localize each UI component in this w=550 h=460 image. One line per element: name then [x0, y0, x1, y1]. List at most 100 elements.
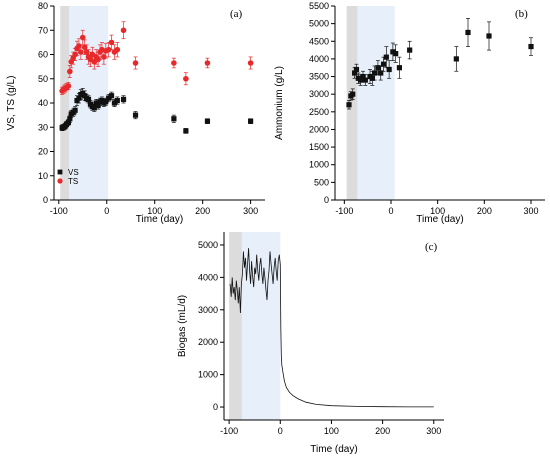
- data-point-ammonium: [360, 73, 366, 80]
- data-point-ts: [132, 60, 139, 66]
- x-tick-label: -100: [335, 206, 353, 216]
- y-tick-label: 5000: [198, 240, 218, 250]
- data-point-ammonium: [378, 70, 384, 76]
- legend-label: TS: [68, 177, 78, 186]
- data-point-vs: [120, 96, 127, 102]
- y-tick-label: 500: [314, 177, 329, 187]
- y-tick-label: 2500: [309, 107, 329, 117]
- data-point-vs: [248, 118, 254, 124]
- y-tick-label: 5000: [309, 19, 329, 29]
- data-point-ammonium: [362, 77, 368, 83]
- y-tick-label: 1000: [309, 160, 329, 170]
- data-point-ts: [114, 46, 121, 53]
- data-point-vs: [72, 107, 78, 113]
- data-point-ts: [83, 49, 90, 55]
- y-tick-label: 30: [38, 122, 48, 132]
- x-axis-label: Time (day): [416, 214, 463, 225]
- data-point-ts: [65, 83, 72, 89]
- data-point-ammonium: [393, 51, 399, 57]
- shaded-region: [346, 6, 358, 200]
- data-point-vs: [132, 112, 139, 118]
- y-axis-label: VS, TS (g/L): [6, 76, 17, 131]
- y-tick-label: 1000: [198, 370, 218, 380]
- x-tick-label: 100: [430, 206, 445, 216]
- data-point-ts: [105, 46, 112, 53]
- y-tick-label: 2000: [309, 124, 329, 134]
- data-point-ts: [78, 49, 84, 55]
- y-tick-label: 70: [38, 25, 48, 35]
- data-point-ammonium: [396, 65, 402, 71]
- data-point-vs: [204, 118, 211, 124]
- data-point-ts: [183, 75, 189, 82]
- panel-label: (a): [230, 8, 243, 20]
- data-point-ammonium: [375, 65, 381, 71]
- x-tick-label: -100: [220, 426, 238, 436]
- y-tick-label: 1500: [309, 142, 329, 152]
- data-point-ammonium: [353, 66, 360, 73]
- y-tick-label: 4000: [309, 54, 329, 64]
- y-tick-label: 20: [38, 147, 48, 157]
- data-point-ts: [120, 27, 127, 34]
- x-tick-label: 300: [523, 206, 538, 216]
- data-point-vs: [106, 95, 112, 101]
- shaded-region: [357, 6, 395, 200]
- data-point-ammonium: [453, 56, 459, 62]
- y-tick-label: 0: [213, 402, 218, 412]
- y-tick-label: 3500: [309, 72, 329, 82]
- data-point-vs: [114, 97, 120, 104]
- data-point-ammonium: [369, 75, 375, 81]
- x-tick-label: 100: [147, 206, 162, 216]
- panel-label: (c): [425, 241, 438, 253]
- data-point-vs: [91, 105, 97, 111]
- data-point-ts: [108, 39, 115, 46]
- panel-3: -100 0 100 200 300010002000300040005000Time …: [177, 232, 444, 455]
- data-point-ammonium: [372, 70, 378, 76]
- x-axis-label: Time (day): [136, 214, 183, 225]
- data-point-ts: [79, 34, 86, 41]
- y-tick-label: 5500: [309, 1, 329, 11]
- x-tick-label: 200: [195, 206, 210, 216]
- data-point-ts: [204, 60, 211, 66]
- y-tick-label: 4500: [309, 36, 329, 46]
- data-point-ammonium: [486, 33, 492, 39]
- legend-marker: [57, 178, 63, 184]
- data-point-ts: [81, 44, 88, 51]
- y-tick-label: 2000: [198, 337, 218, 347]
- y-tick-label: 80: [38, 1, 48, 11]
- panel-label: (b): [515, 8, 528, 20]
- y-tick-label: 40: [38, 98, 48, 108]
- data-point-ammonium: [465, 29, 471, 36]
- legend-label: VS: [68, 168, 79, 177]
- data-point-ammonium: [358, 77, 364, 83]
- legend-marker: [57, 169, 63, 175]
- x-tick-label: 100: [324, 426, 339, 436]
- x-axis-label: Time (day): [310, 444, 357, 455]
- y-tick-label: 0: [324, 195, 329, 205]
- y-tick-label: 0: [43, 195, 48, 205]
- data-point-ammonium: [390, 49, 396, 55]
- data-point-ammonium: [350, 91, 356, 97]
- data-point-vs: [103, 99, 109, 105]
- shaded-region: [229, 232, 242, 420]
- panel-2: -100 0 100 200 30005001000150020002500300035…: [274, 1, 545, 225]
- data-point-vs: [183, 128, 189, 134]
- y-axis-label: Biogas (mL/d): [177, 295, 188, 357]
- data-point-ammonium: [346, 102, 352, 108]
- x-tick-label: 0: [104, 206, 109, 216]
- x-tick-label: 200: [375, 426, 390, 436]
- data-point-vs: [76, 95, 82, 101]
- y-tick-label: 3000: [198, 305, 218, 315]
- data-point-vs: [108, 93, 115, 99]
- x-tick-label: 0: [388, 206, 393, 216]
- data-point-vs: [67, 116, 73, 122]
- x-tick-label: -100: [50, 206, 68, 216]
- data-point-ts: [247, 60, 254, 66]
- data-point-ts: [67, 68, 73, 75]
- data-point-ammonium: [352, 70, 358, 76]
- x-tick-label: 300: [426, 426, 441, 436]
- data-point-ts: [171, 60, 177, 66]
- y-tick-label: 60: [38, 50, 48, 60]
- data-point-vs: [171, 116, 177, 122]
- data-point-vs: [111, 100, 118, 106]
